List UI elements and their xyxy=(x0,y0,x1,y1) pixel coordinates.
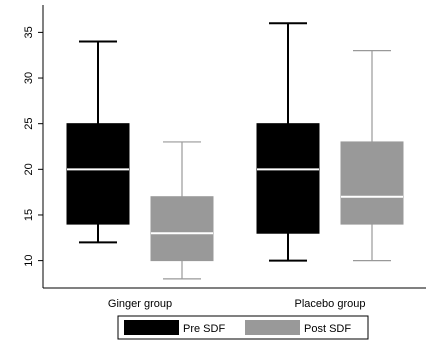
x-category-label: Placebo group xyxy=(295,298,366,310)
legend-label: Pre SDF xyxy=(183,323,225,335)
plot-area xyxy=(66,22,404,280)
legend-swatch xyxy=(245,320,300,335)
y-tick-label: 20 xyxy=(23,163,35,175)
box-iqr xyxy=(340,141,404,225)
box-plot-item xyxy=(66,40,130,244)
legend-label: Post SDF xyxy=(304,323,351,335)
y-tick-label: 30 xyxy=(23,72,35,84)
y-tick-label: 35 xyxy=(23,26,35,38)
box-plot-item xyxy=(150,141,214,280)
box-plot-item xyxy=(256,22,320,262)
box-iqr xyxy=(66,123,130,225)
box-plot-item xyxy=(340,50,404,262)
legend: Pre SDF Post SDF xyxy=(117,315,369,340)
box-iqr xyxy=(256,123,320,234)
y-tick-label: 10 xyxy=(23,254,35,266)
x-category-label: Ginger group xyxy=(108,298,172,310)
y-tick-label: 15 xyxy=(23,209,35,221)
legend-frame xyxy=(117,315,369,340)
y-tick-label: 25 xyxy=(23,118,35,130)
axes: 10 15 20 25 30 35 Ginger group Placebo group xyxy=(23,5,426,310)
legend-swatch xyxy=(124,320,179,335)
box-iqr xyxy=(150,196,214,262)
